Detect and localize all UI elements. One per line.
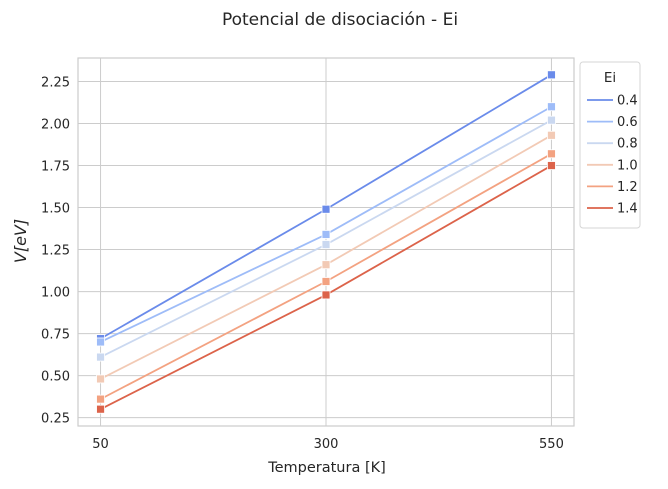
legend-item: 1.4 (587, 202, 638, 217)
legend-title: Ei (604, 70, 616, 86)
legend-item: 0.8 (587, 137, 638, 152)
x-tick-label: 50 (92, 437, 109, 452)
y-tick-label: 2.25 (41, 76, 70, 91)
data-point (96, 337, 105, 347)
data-point (321, 240, 331, 249)
y-axis-label: V[eV] (11, 219, 30, 263)
data-point (547, 102, 556, 112)
y-tick-label: 0.25 (41, 412, 70, 427)
series-0.8 (96, 115, 556, 362)
data-point (321, 290, 331, 300)
data-point (96, 352, 105, 362)
series-1.4 (96, 161, 556, 414)
data-point (547, 70, 556, 80)
y-tick-label: 0.50 (41, 370, 70, 385)
data-point (321, 230, 331, 239)
legend-item: 0.4 (587, 94, 638, 109)
data-point (96, 374, 105, 384)
data-point (547, 130, 556, 140)
legend-label: 1.2 (617, 180, 638, 195)
x-tick-label: 550 (539, 437, 564, 452)
y-tick-label: 1.75 (41, 160, 70, 175)
data-point (547, 161, 556, 170)
data-point (96, 404, 105, 414)
data-point (321, 260, 331, 270)
legend-label: 0.4 (617, 94, 638, 109)
y-tick-label: 0.75 (41, 328, 70, 343)
legend-label: 1.4 (617, 202, 638, 217)
series-layer (96, 70, 556, 414)
y-tick-label: 1.25 (41, 244, 70, 259)
series-1.2 (96, 149, 556, 404)
y-tick-label: 2.00 (41, 118, 70, 133)
legend: Ei0.4 0.6 0.8 1.0 1.2 1.4 (579, 61, 641, 229)
chart-title: Potencial de disociación - Ei (222, 10, 458, 30)
legend-item: 1.0 (587, 158, 638, 173)
y-tick-label: 1.00 (41, 286, 70, 301)
data-point (547, 115, 556, 125)
legend-label: 0.8 (617, 137, 638, 152)
legend-item: 1.2 (587, 180, 638, 195)
plot-frame (77, 57, 575, 427)
x-axis-label: Temperatura [K] (267, 460, 386, 476)
tick-labels: 0.25 0.50 0.75 1.00 1.25 1.50 1.75 2.00 2.25 50 30… (41, 76, 564, 452)
data-point (321, 204, 331, 214)
legend-item: 0.6 (587, 115, 638, 130)
series-1.0 (96, 130, 556, 384)
data-point (321, 277, 331, 286)
series-0.6 (96, 102, 556, 347)
data-point (547, 149, 556, 159)
data-point (96, 394, 105, 404)
legend-label: 1.0 (617, 158, 638, 173)
x-tick-label: 300 (314, 437, 339, 452)
y-tick-label: 1.50 (41, 202, 70, 217)
legend-label: 0.6 (617, 115, 638, 130)
